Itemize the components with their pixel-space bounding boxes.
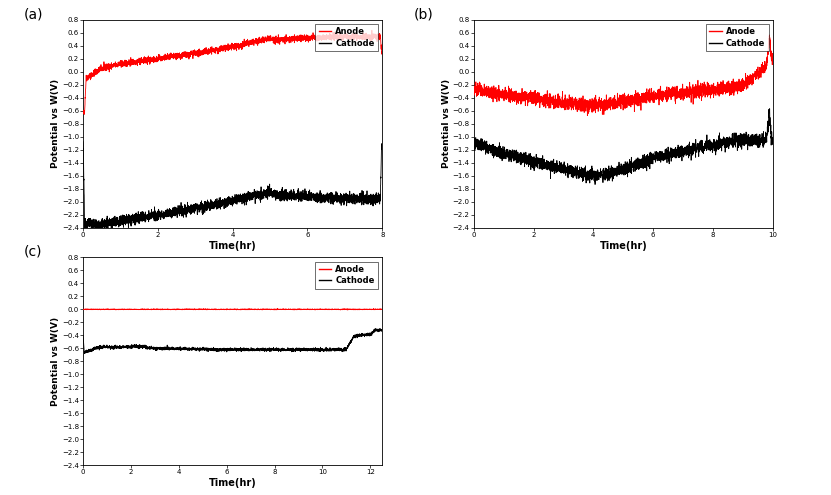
Text: (b): (b) <box>414 7 434 21</box>
Y-axis label: Potential vs W(V): Potential vs W(V) <box>442 79 451 168</box>
Y-axis label: Potential vs W(V): Potential vs W(V) <box>52 79 61 168</box>
Text: (c): (c) <box>23 245 42 259</box>
X-axis label: Time(hr): Time(hr) <box>209 241 257 250</box>
X-axis label: Time(hr): Time(hr) <box>209 478 257 488</box>
Y-axis label: Potential vs W(V): Potential vs W(V) <box>52 317 61 406</box>
Legend: Anode, Cathode: Anode, Cathode <box>316 24 378 51</box>
X-axis label: Time(hr): Time(hr) <box>599 241 647 250</box>
Legend: Anode, Cathode: Anode, Cathode <box>706 24 769 51</box>
Legend: Anode, Cathode: Anode, Cathode <box>316 261 378 289</box>
Text: (a): (a) <box>23 7 42 21</box>
